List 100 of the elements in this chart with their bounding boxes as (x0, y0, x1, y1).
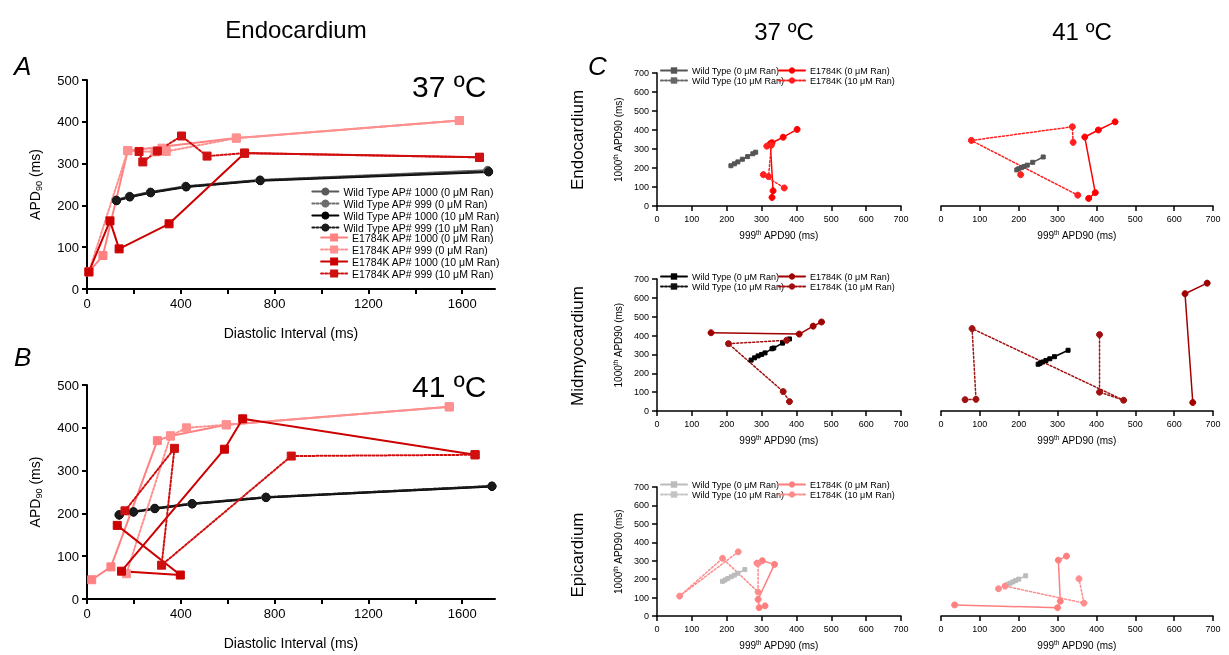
x-tick-label: 600 (858, 623, 874, 634)
x-axis-title: Diastolic Interval (ms) (223, 635, 359, 651)
text: A (14, 51, 32, 81)
legend-label: E1784K (10 μM Ran) (810, 75, 895, 86)
legend-label: E1784K (10 μM Ran) (810, 281, 895, 292)
x-tick-label: 500 (823, 623, 839, 634)
x-tick-label: 100 (972, 623, 988, 634)
x-tick-label: 400 (169, 296, 192, 311)
x-tick-label: 200 (719, 213, 735, 224)
x-tick-label: 100 (972, 213, 988, 224)
legend-label: Wild Type (10 μM Ran) (692, 75, 785, 86)
x-tick-label: 800 (263, 606, 286, 621)
text: Midmyocardium (567, 286, 588, 406)
y-tick-label: 400 (57, 114, 79, 130)
x-tick-label: 300 (1050, 213, 1066, 224)
legend-label: E1784K (10 μM Ran) (810, 489, 895, 500)
y-tick-label: 500 (57, 377, 79, 393)
y-tick-label: 0 (71, 591, 79, 607)
y-tick-label: 600 (633, 500, 649, 511)
x-tick-label: 700 (893, 213, 909, 224)
y-tick-label: 700 (633, 68, 649, 78)
x-tick-label: 100 (684, 623, 700, 634)
y-axis-title: APD90 (ms) (26, 456, 44, 528)
x-axis-title: Diastolic Interval (ms) (223, 325, 359, 341)
x-tick-label: 400 (1088, 623, 1104, 634)
legend-label: E1784K AP# 999 (0 μM Ran) (352, 243, 488, 256)
x-tick-label: 600 (1166, 213, 1182, 224)
x-tick-label: 0 (938, 418, 944, 429)
x-tick-label: 0 (654, 213, 660, 224)
legend-label: Wild Type (10 μM Ran) (692, 281, 785, 292)
legend-label: E1784K (0 μM Ran) (810, 479, 890, 490)
x-tick-label: 500 (1127, 213, 1143, 224)
y-tick-label: 500 (57, 72, 79, 88)
legend-label: Wild Type (0 μM Ran) (692, 271, 780, 282)
text: B (14, 342, 32, 372)
x-tick-label: 700 (1205, 623, 1221, 634)
x-tick-label: 1200 (353, 296, 383, 311)
y-tick-label: 100 (633, 387, 649, 398)
x-tick-label: 100 (972, 418, 988, 429)
x-tick-label: 600 (858, 213, 874, 224)
legend-label: Wild Type AP# 1000 (10 μM Ran) (343, 209, 500, 222)
y-tick-label: 200 (633, 163, 649, 173)
x-tick-label: 600 (858, 418, 874, 429)
x-tick-label: 0 (83, 296, 91, 311)
legend-label: E1784K AP# 1000 (10 μM Ran) (352, 255, 500, 268)
x-tick-label: 300 (754, 213, 770, 224)
x-tick-label: 700 (893, 418, 909, 429)
x-tick-label: 200 (1011, 213, 1027, 224)
y-tick-label: 200 (633, 574, 649, 585)
x-tick-label: 400 (169, 606, 192, 621)
x-tick-label: 0 (938, 213, 944, 224)
x-tick-label: 300 (1050, 623, 1066, 634)
x-tick-label: 200 (719, 623, 735, 634)
x-tick-label: 600 (1166, 418, 1182, 429)
y-tick-label: 300 (633, 349, 649, 360)
x-tick-label: 800 (263, 296, 286, 311)
x-tick-label: 300 (1050, 418, 1066, 429)
x-tick-label: 200 (1011, 623, 1027, 634)
x-tick-label: 200 (1011, 418, 1027, 429)
legend-label: E1784K AP# 999 (10 μM Ran) (352, 267, 494, 280)
x-tick-label: 100 (684, 213, 700, 224)
x-tick-label: 400 (788, 213, 804, 224)
y-tick-label: 100 (57, 548, 79, 564)
x-tick-label: 500 (823, 213, 839, 224)
x-tick-label: 500 (1127, 623, 1143, 634)
y-tick-label: 0 (643, 201, 649, 211)
y-tick-label: 100 (57, 239, 79, 255)
y-tick-label: 100 (633, 182, 649, 192)
x-tick-label: 0 (938, 623, 944, 634)
chart-title: 37 ºC (754, 17, 814, 45)
y-tick-label: 100 (633, 592, 649, 603)
y-tick-label: 700 (633, 482, 649, 492)
chart-title: 41 ºC (1052, 17, 1112, 45)
x-tick-label: 100 (684, 418, 700, 429)
y-tick-label: 0 (71, 281, 79, 297)
x-tick-label: 500 (823, 418, 839, 429)
chart-title: Endocardium (225, 15, 367, 43)
y-tick-label: 200 (57, 505, 79, 521)
x-tick-label: 0 (654, 623, 660, 634)
x-tick-label: 0 (654, 418, 660, 429)
y-tick-label: 500 (633, 518, 649, 529)
x-tick-label: 1600 (447, 606, 477, 621)
y-tick-label: 200 (633, 368, 649, 379)
x-tick-label: 1200 (353, 606, 383, 621)
y-tick-label: 400 (633, 330, 649, 341)
y-tick-label: 500 (633, 311, 649, 322)
y-tick-label: 300 (633, 144, 649, 154)
y-tick-label: 0 (643, 406, 649, 416)
annotation: 41 ºC (412, 370, 487, 403)
y-tick-label: 600 (633, 87, 649, 97)
x-tick-label: 400 (788, 418, 804, 429)
x-tick-label: 400 (1088, 213, 1104, 224)
text: C (588, 51, 607, 81)
x-tick-label: 700 (1205, 418, 1221, 429)
y-tick-label: 400 (633, 125, 649, 135)
y-tick-label: 300 (57, 463, 79, 479)
x-tick-label: 200 (719, 418, 735, 429)
legend-label: Wild Type (0 μM Ran) (692, 479, 780, 490)
y-tick-label: 400 (633, 537, 649, 548)
x-tick-label: 500 (1127, 418, 1143, 429)
